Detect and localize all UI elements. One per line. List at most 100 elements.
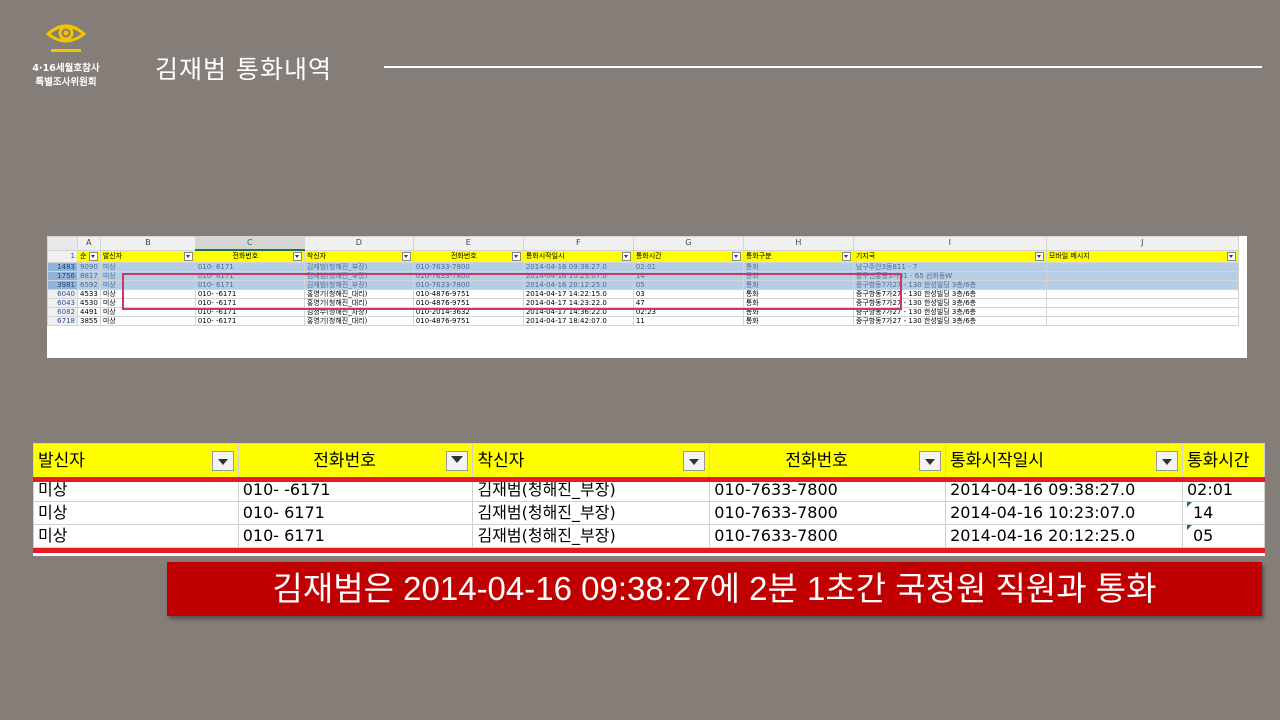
filter-dropdown-icon[interactable] (1034, 251, 1044, 261)
header-cell[interactable]: 발신자 (99, 249, 196, 263)
table-cell[interactable] (1045, 271, 1239, 281)
table-cell[interactable]: 02:01 (632, 262, 744, 272)
table-cell[interactable]: 2014-04-17 18:42:07.0 (522, 316, 634, 326)
column-letter[interactable]: B (99, 236, 196, 251)
zoomed-header-cell[interactable]: 통화시작일시 (945, 443, 1183, 479)
row-number[interactable]: 6043 (47, 298, 78, 308)
row-number[interactable]: 1756 (47, 271, 78, 281)
table-cell[interactable]: 4533 (77, 289, 101, 299)
row-number[interactable]: 1483 (47, 262, 78, 272)
filter-dropdown-icon[interactable] (919, 451, 942, 471)
filter-dropdown-icon[interactable] (211, 451, 234, 471)
table-cell[interactable]: 미상 (99, 280, 196, 290)
table-cell[interactable]: 010-7633-7800 (412, 262, 524, 272)
table-cell[interactable]: 김재범(청해진_부장) (303, 262, 414, 272)
table-cell[interactable]: 미상 (99, 262, 196, 272)
filter-dropdown-icon[interactable] (183, 251, 193, 261)
column-letter[interactable]: C (194, 236, 305, 251)
filter-dropdown-icon[interactable] (621, 251, 631, 261)
table-cell[interactable]: 010-2014-3632 (412, 307, 524, 317)
zoomed-table-cell[interactable]: 010- 6171 (237, 524, 474, 548)
table-cell[interactable]: 중구항동7가27 - 130 한성빌딩 3층/6층 (852, 298, 1047, 308)
column-letter[interactable]: A (77, 236, 101, 251)
zoomed-table-cell[interactable]: 010- 6171 (237, 501, 474, 525)
filter-dropdown-icon[interactable] (1155, 451, 1178, 471)
table-cell[interactable]: 통화 (742, 262, 854, 272)
zoomed-table-cell[interactable]: 2014-04-16 10:23:07.0 (945, 501, 1183, 525)
table-cell[interactable]: 02:23 (632, 307, 744, 317)
table-cell[interactable]: 통화 (742, 298, 854, 308)
table-cell[interactable]: 2014-04-17 14:36:22.0 (522, 307, 634, 317)
zoomed-header-cell[interactable]: 발신자 (33, 443, 239, 479)
header-cell[interactable]: 통화시간 (632, 249, 744, 263)
header-cell[interactable]: 모바일 메시지 (1045, 249, 1239, 263)
table-cell[interactable]: 47 (632, 298, 744, 308)
table-cell[interactable]: 중구항동7가27 - 130 한성빌딩 3층/6층 (852, 316, 1047, 326)
table-cell[interactable]: 미상 (99, 271, 196, 281)
header-cell[interactable]: 전화번호 (412, 249, 524, 263)
zoomed-table-cell[interactable]: 010-7633-7800 (709, 501, 947, 525)
table-cell[interactable]: 홍영기(청해진_대리) (303, 316, 414, 326)
row-number[interactable]: 6040 (47, 289, 78, 299)
zoomed-header-cell[interactable]: 착신자 (472, 443, 711, 479)
zoomed-table-cell[interactable]: 2014-04-16 20:12:25.0 (945, 524, 1183, 548)
zoomed-table-cell[interactable]: 미상 (33, 524, 239, 548)
table-cell[interactable]: 통화 (742, 316, 854, 326)
table-cell[interactable]: 010-4876-9751 (412, 289, 524, 299)
table-cell[interactable]: 010-7633-7800 (412, 271, 524, 281)
table-cell[interactable]: 홍영기(청해진_대리) (303, 289, 414, 299)
table-cell[interactable]: 중구항동7가27 - 130 한성빌딩 3층/6층 (852, 280, 1047, 290)
table-cell[interactable]: 010- 6171 (194, 271, 305, 281)
table-cell[interactable]: 중구신흥동3가31 - 65 선화동W (852, 271, 1047, 281)
zoomed-header-cell[interactable]: 통화시간 (1181, 443, 1265, 479)
filter-active-icon[interactable] (446, 451, 469, 471)
table-cell[interactable]: 중구항동7가27 - 130 한성빌딩 3층/6층 (852, 307, 1047, 317)
header-cell[interactable]: 착신자 (303, 249, 414, 263)
table-cell[interactable]: 6592 (77, 280, 101, 290)
row-number[interactable]: 3981 (47, 280, 78, 290)
column-letter[interactable]: I (852, 236, 1047, 251)
table-cell[interactable]: 미상 (99, 298, 196, 308)
table-cell[interactable]: 김정수(청해진_차장) (303, 307, 414, 317)
row-number[interactable]: 1 (47, 249, 78, 263)
table-cell[interactable]: 8817 (77, 271, 101, 281)
table-cell[interactable]: 4530 (77, 298, 101, 308)
table-cell[interactable]: 4491 (77, 307, 101, 317)
table-cell[interactable]: 미상 (99, 289, 196, 299)
table-cell[interactable]: 통화 (742, 271, 854, 281)
column-letter[interactable]: G (632, 236, 744, 251)
table-cell[interactable]: 남구주안3동811 - 7 (852, 262, 1047, 272)
table-cell[interactable]: 통화 (742, 280, 854, 290)
filter-dropdown-icon[interactable] (1226, 251, 1236, 261)
filter-dropdown-icon[interactable] (401, 251, 411, 261)
table-cell[interactable]: 3855 (77, 316, 101, 326)
table-cell[interactable] (1045, 298, 1239, 308)
zoomed-table-cell[interactable]: 05 (1181, 524, 1265, 548)
zoomed-table-cell[interactable]: 미상 (33, 478, 239, 502)
zoomed-table-cell[interactable]: 14 (1181, 501, 1265, 525)
table-cell[interactable]: 14 (632, 271, 744, 281)
table-cell[interactable]: 미상 (99, 307, 196, 317)
column-letter[interactable]: D (303, 236, 414, 251)
zoomed-table-cell[interactable]: 김재범(청해진_부장) (472, 524, 711, 548)
table-cell[interactable]: 2014-04-16 09:38:27.0 (522, 262, 634, 272)
header-cell[interactable]: 전화번호 (194, 249, 305, 263)
table-cell[interactable]: 홍영기(청해진_대리) (303, 298, 414, 308)
table-cell[interactable]: 010- 6171 (194, 280, 305, 290)
filter-dropdown-icon[interactable] (683, 451, 706, 471)
table-cell[interactable] (1045, 280, 1239, 290)
table-cell[interactable]: 미상 (99, 316, 196, 326)
row-number[interactable]: 6718 (47, 316, 78, 326)
column-letter[interactable]: H (742, 236, 854, 251)
filter-active-icon[interactable] (292, 252, 302, 261)
zoomed-header-cell[interactable]: 전화번호 (237, 443, 474, 479)
table-cell[interactable]: 010- 6171 (194, 262, 305, 272)
table-cell[interactable]: 통화 (742, 289, 854, 299)
table-cell[interactable]: 11 (632, 316, 744, 326)
table-cell[interactable]: 2014-04-17 14:23:22.0 (522, 298, 634, 308)
table-cell[interactable]: 010-4876-9751 (412, 316, 524, 326)
table-cell[interactable]: 010-7633-7800 (412, 280, 524, 290)
table-cell[interactable]: 05 (632, 280, 744, 290)
table-cell[interactable]: 010- -6171 (194, 298, 305, 308)
zoomed-table-cell[interactable]: 2014-04-16 09:38:27.0 (945, 478, 1183, 502)
